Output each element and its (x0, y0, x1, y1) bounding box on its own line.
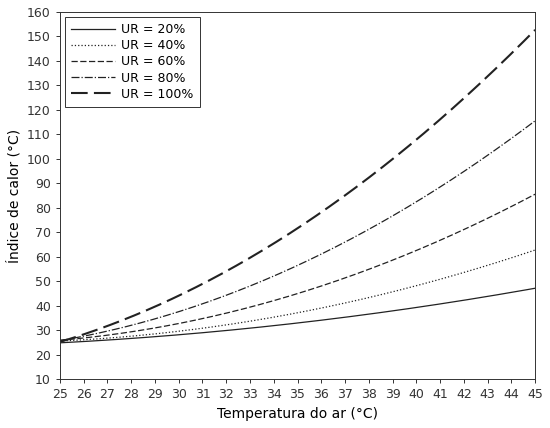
Y-axis label: Índice de calor (°C): Índice de calor (°C) (7, 129, 21, 263)
X-axis label: Temperatura do ar (°C): Temperatura do ar (°C) (217, 407, 378, 421)
Legend: UR = 20%, UR = 40%, UR = 60%, UR = 80%, UR = 100%: UR = 20%, UR = 40%, UR = 60%, UR = 80%, … (65, 17, 200, 107)
